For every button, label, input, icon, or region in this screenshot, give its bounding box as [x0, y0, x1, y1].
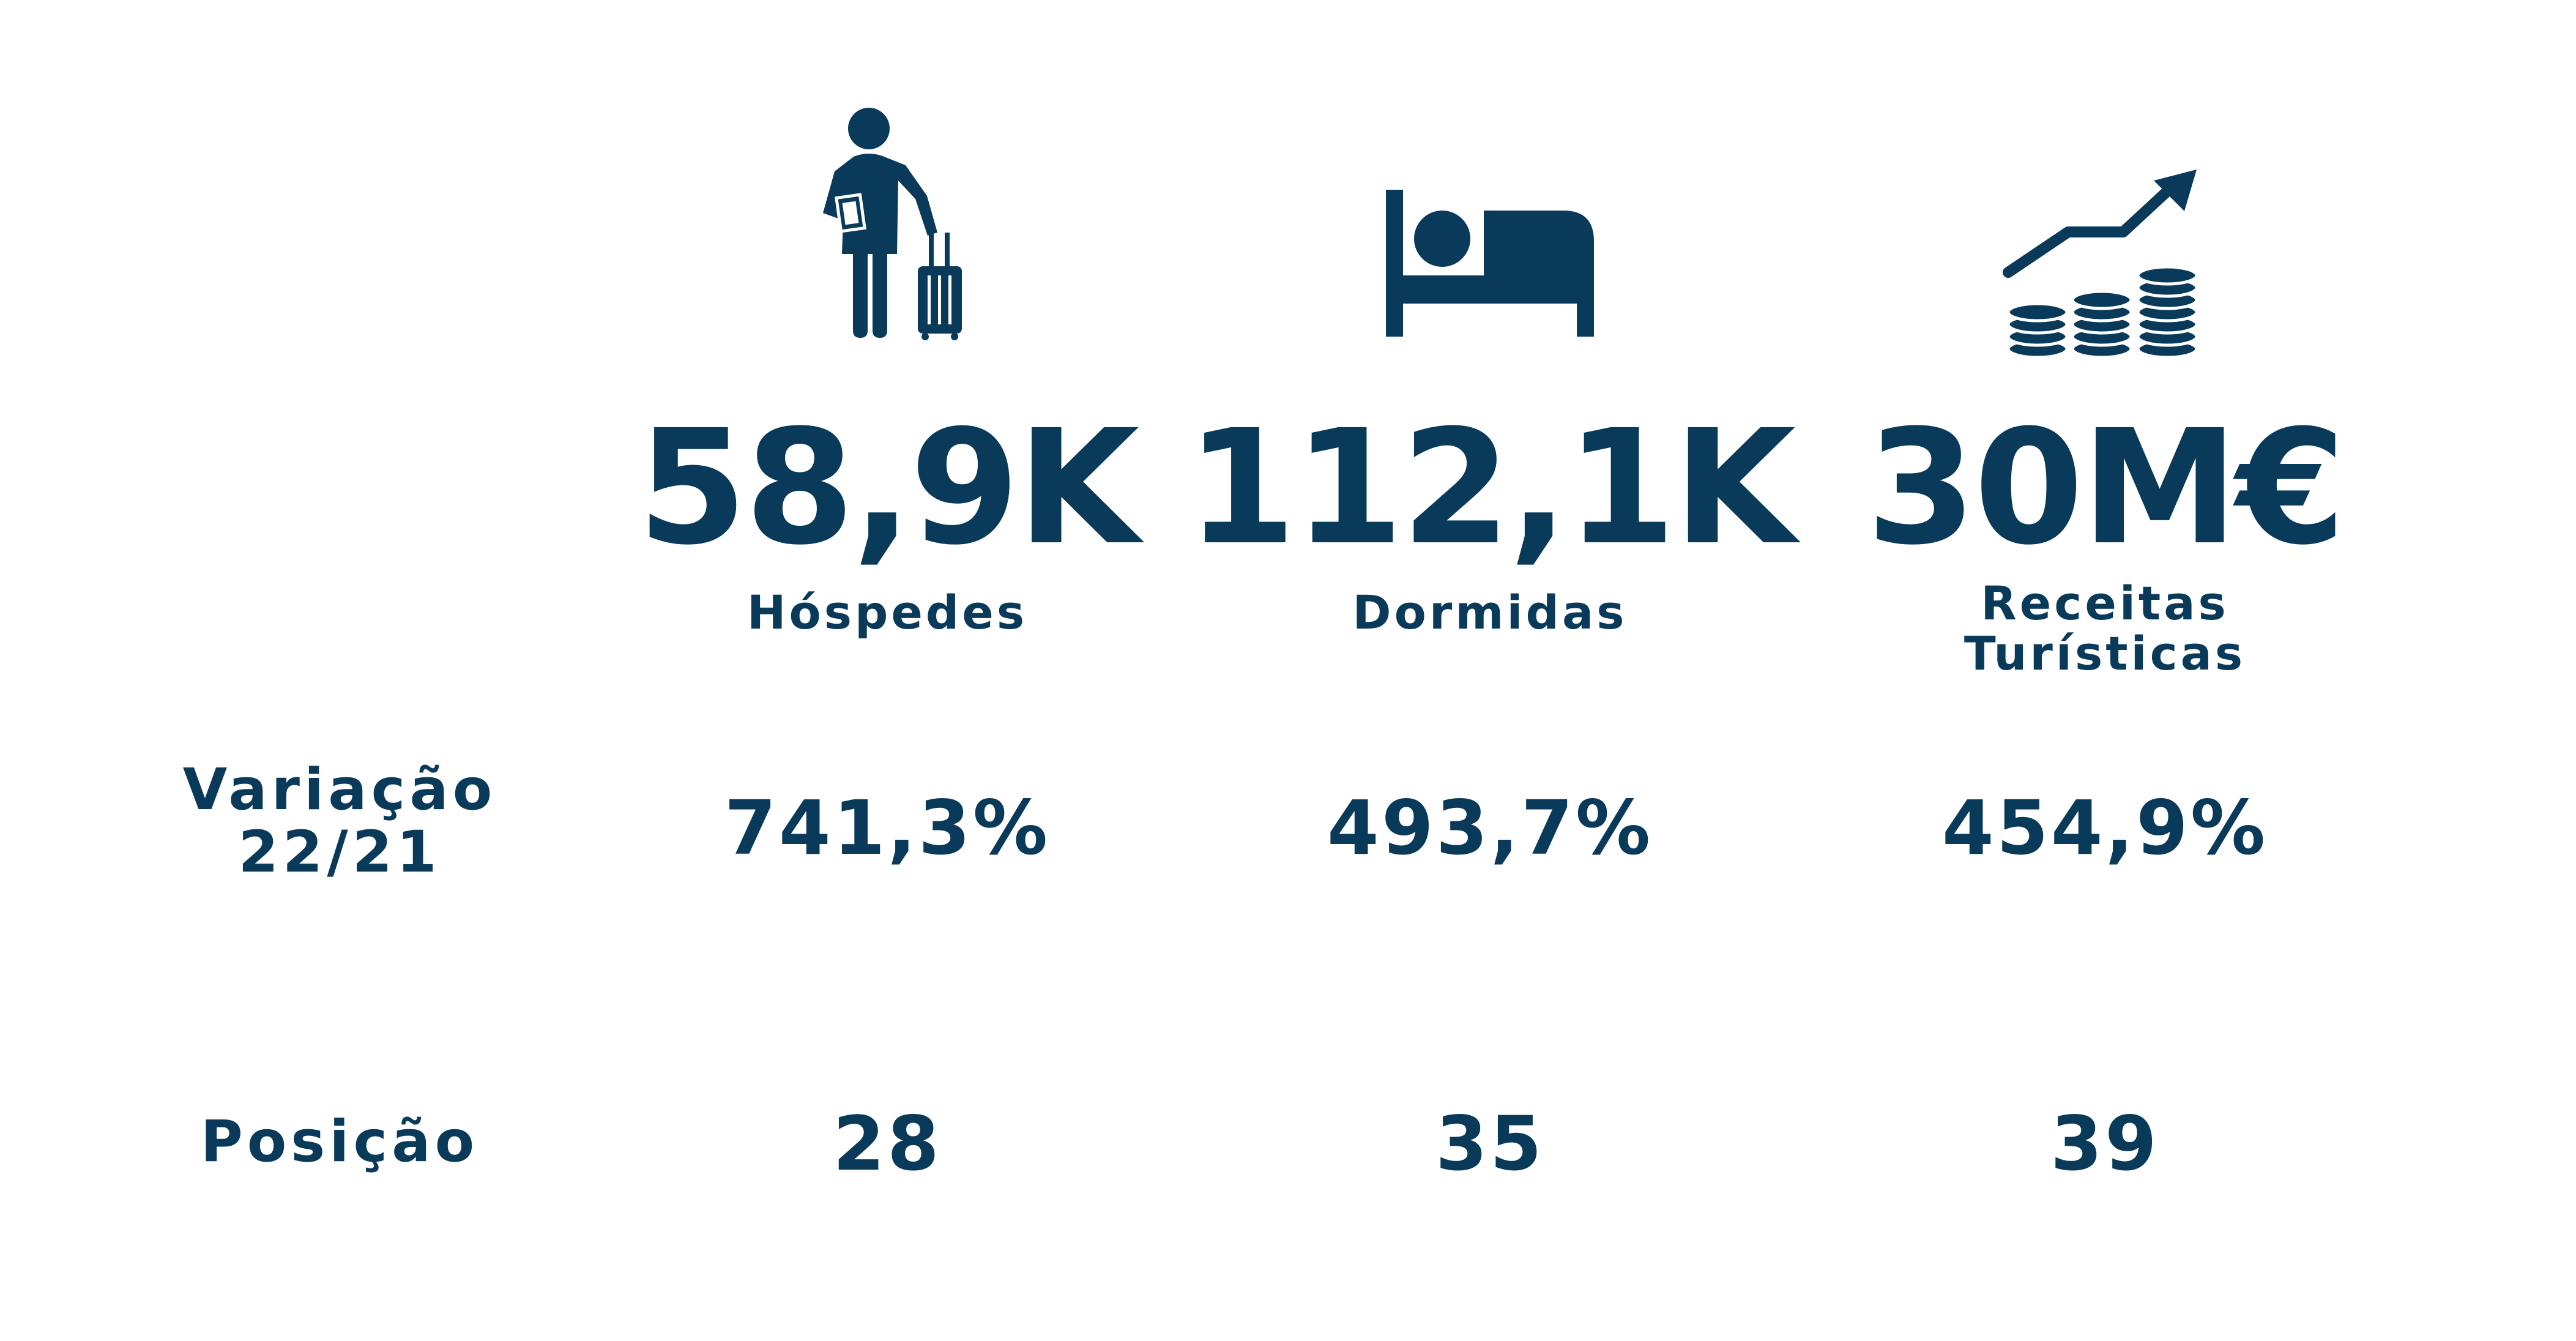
value-dormidas: 112,1K: [1186, 396, 1796, 580]
bed-icon: [1386, 190, 1594, 337]
coins-growth-icon: [2001, 168, 2209, 358]
label-receitas: Receitas Turísticas: [1964, 578, 2246, 679]
label-receitas-line2: Turísticas: [1964, 626, 2246, 681]
value-hospedes: 58,9K: [637, 396, 1139, 580]
value-receitas: 30M€: [1866, 396, 2345, 580]
position-dormidas: 35: [1435, 1100, 1544, 1187]
variation-receitas: 454,9%: [1941, 785, 2268, 872]
position-hospedes: 28: [833, 1100, 942, 1187]
position-receitas: 39: [2050, 1100, 2159, 1187]
traveler-luggage-icon: [795, 104, 979, 343]
row-label-position: Posição: [200, 1108, 479, 1175]
row-label-variation-line1: Variação: [182, 756, 497, 823]
variation-dormidas: 493,7%: [1327, 785, 1653, 872]
label-receitas-line1: Receitas: [1981, 576, 2229, 630]
variation-hospedes: 741,3%: [724, 785, 1051, 872]
row-label-variation-line2: 22/21: [238, 818, 441, 886]
label-dormidas: Dormidas: [1352, 585, 1628, 640]
row-label-variation: Variação 22/21: [183, 759, 497, 883]
label-hospedes: Hóspedes: [746, 585, 1028, 640]
